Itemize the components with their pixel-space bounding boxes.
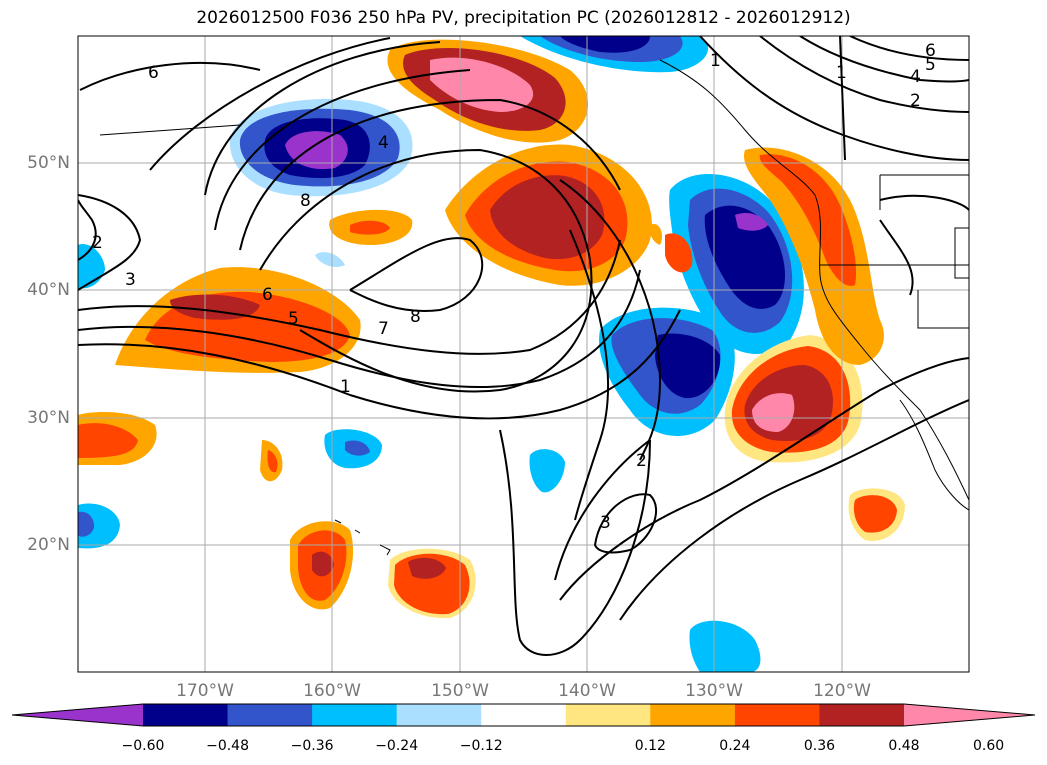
lat-label-30n: 30°N xyxy=(27,408,70,428)
contour-label: 2 xyxy=(910,91,921,111)
lon-label-150w: 150°W xyxy=(431,681,489,701)
colorbar-outline xyxy=(11,703,1036,727)
colorbar-tick-label: 0.24 xyxy=(719,738,751,754)
colorbar-tick-label: −0.24 xyxy=(375,738,419,754)
colorbar-swatch xyxy=(650,704,736,726)
colorbar-swatch xyxy=(312,704,398,726)
colorbar-tick-label: 0.48 xyxy=(888,738,920,754)
colorbar-swatch xyxy=(227,704,313,726)
contour-label: 2 xyxy=(92,233,103,253)
contour-label: 1 xyxy=(710,51,721,71)
lon-label-160w: 160°W xyxy=(303,681,361,701)
colorbar-tick-label: 0.36 xyxy=(803,738,836,754)
contour-label: 1 xyxy=(836,63,847,83)
colorbar-extend-max xyxy=(904,704,1035,726)
contour-label: 3 xyxy=(125,270,136,290)
colorbar-swatch xyxy=(143,704,229,726)
colorbar-swatch xyxy=(819,704,905,726)
contour-label: 2 xyxy=(636,451,647,471)
colorbar-tick-label: 0.60 xyxy=(972,738,1005,754)
colorbar-swatch xyxy=(734,704,820,726)
lon-label-130w: 130°W xyxy=(685,681,743,701)
colorbar-swatch xyxy=(565,704,651,726)
colorbar xyxy=(11,703,1036,727)
contour-label: 8 xyxy=(410,307,421,327)
colorbar-swatch xyxy=(396,704,482,726)
contour-label: 8 xyxy=(300,191,311,211)
lon-label-140w: 140°W xyxy=(558,681,616,701)
colorbar-swatch xyxy=(481,704,567,726)
contour-label: 4 xyxy=(378,133,389,153)
lat-label-50n: 50°N xyxy=(27,153,70,173)
colorbar-tick-label: −0.60 xyxy=(121,738,165,754)
colorbar-tick-label: −0.48 xyxy=(206,738,249,754)
contour-label: 6 xyxy=(262,285,273,305)
graticule xyxy=(78,36,969,672)
contour-label: 1 xyxy=(340,377,351,397)
coastlines xyxy=(99,59,969,556)
colorbar-extend-min xyxy=(12,704,143,726)
contour-label: 6 xyxy=(925,41,936,61)
contour-label: 3 xyxy=(600,513,611,533)
colorbar-tick-label: 0.12 xyxy=(634,738,666,754)
colorbar-tick-label: −0.36 xyxy=(290,738,334,754)
contour-labels: 6 4 1 2 3 8 5 7 1 2 3 6 4 5 1 2 6 8 xyxy=(92,41,936,533)
contour-label: 5 xyxy=(925,55,936,75)
contour-label: 7 xyxy=(378,319,389,339)
map-frame xyxy=(77,35,970,673)
contour-label: 5 xyxy=(288,309,299,329)
map-title: 2026012500 F036 250 hPa PV, precipitatio… xyxy=(196,8,851,28)
lat-label-40n: 40°N xyxy=(27,280,70,300)
contour-label: 6 xyxy=(148,63,159,83)
map-panel: 6 4 1 2 3 8 5 7 1 2 3 6 4 5 1 2 6 8 xyxy=(78,36,969,672)
lon-label-120w: 120°W xyxy=(813,681,871,701)
lat-label-20n: 20°N xyxy=(27,535,70,555)
lon-label-170w: 170°W xyxy=(176,681,234,701)
pv-contours xyxy=(78,36,969,656)
contour-label: 4 xyxy=(910,67,921,87)
colorbar-tick-label: −0.12 xyxy=(459,738,503,754)
